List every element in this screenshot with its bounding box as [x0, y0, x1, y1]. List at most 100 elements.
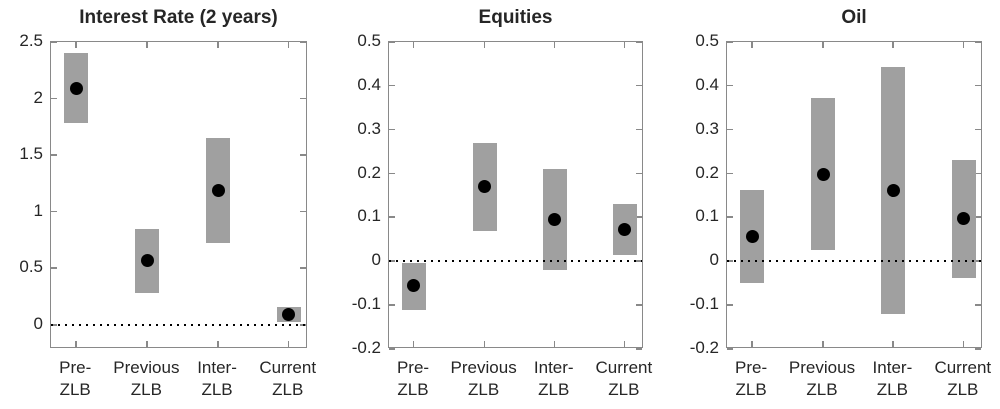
- x-tick-label-line2: ZLB: [59, 380, 91, 399]
- y-tick-label: 0.5: [695, 31, 719, 50]
- point-estimate-marker: [478, 180, 492, 194]
- chart-title: Oil: [841, 7, 867, 28]
- y-tick-label: 2.5: [19, 31, 43, 50]
- zero-reference-line: [727, 260, 981, 263]
- y-tick-label: 0.2: [357, 162, 381, 182]
- x-tick-label-line2: ZLB: [397, 380, 429, 399]
- y-axis-tick: [727, 216, 733, 218]
- y-tick-label: -0.1: [351, 294, 381, 314]
- y-tick-label: 0.1: [695, 206, 719, 226]
- x-axis-tick: [412, 341, 415, 347]
- x-axis-tick-mirror: [751, 42, 753, 48]
- y-axis-tick-mirror: [636, 172, 642, 175]
- point-estimate-marker: [745, 229, 759, 243]
- y-axis-tick: [727, 172, 733, 175]
- x-axis-tick-mirror: [287, 42, 290, 48]
- y-tick-label: 1.5: [19, 144, 43, 164]
- y-tick-label: 0.3: [357, 118, 381, 138]
- x-tick-label-line2: ZLB: [608, 380, 640, 399]
- x-tick-label-line2: ZLB: [876, 380, 908, 399]
- y-axis-tick-mirror: [975, 216, 981, 218]
- y-axis-tick-mirror: [975, 304, 981, 306]
- y-axis-tick-mirror: [636, 348, 642, 350]
- point-estimate-marker: [548, 213, 562, 227]
- point-estimate-marker: [816, 167, 830, 181]
- x-axis-tick: [751, 341, 753, 347]
- y-axis-tick: [51, 154, 57, 156]
- x-axis-tick-mirror: [623, 42, 626, 48]
- zero-reference-line: [51, 324, 306, 326]
- x-tick-label-line2: ZLB: [272, 380, 304, 399]
- y-axis-tick: [51, 267, 57, 269]
- y-axis-tick-mirror: [975, 41, 981, 43]
- x-tick-label: Pre- ZLB: [696, 357, 806, 401]
- panel-equities: Equities -0.2 -0.1 0 0.1 0.2 0.3 0.4 0.5 Pre- ZLB…: [352, 0, 653, 409]
- panel-interest-rate-2-years: Interest Rate (2 years) 0 0.5 1 1.5 2 2.5 Pre-…: [19, 0, 316, 409]
- y-tick-label: 0.5: [357, 31, 381, 50]
- y-tick-label: 0.2: [695, 162, 719, 182]
- y-axis-tick: [727, 348, 733, 350]
- y-tick-label: 0: [33, 314, 43, 333]
- y-axis-tick-mirror: [975, 128, 981, 131]
- y-axis-tick-mirror: [636, 128, 642, 131]
- x-tick-label-line2: ZLB: [735, 380, 767, 399]
- x-axis-tick: [217, 341, 219, 347]
- x-tick-label-line1: Current: [595, 358, 653, 377]
- x-tick-label-line1: Pre-: [59, 358, 92, 377]
- point-estimate-marker: [282, 307, 296, 321]
- y-axis-tick: [51, 210, 57, 213]
- x-axis-tick: [146, 341, 148, 347]
- x-tick-label-line1: Inter-: [533, 358, 574, 377]
- y-axis-tick: [389, 172, 395, 175]
- x-tick-label-line2: ZLB: [806, 380, 838, 399]
- x-tick-label-line1: Previous: [788, 358, 856, 377]
- point-estimate-marker: [211, 183, 225, 197]
- y-axis-tick: [389, 84, 395, 87]
- y-axis-tick: [51, 41, 57, 43]
- x-axis-tick-mirror: [412, 42, 415, 48]
- x-tick-label: Previous ZLB: [429, 357, 539, 401]
- y-tick-label: 0: [371, 250, 381, 270]
- y-tick-label: -0.2: [351, 338, 381, 357]
- y-tick-label: 0.4: [695, 74, 719, 94]
- x-tick-label-line1: Inter-: [197, 358, 237, 377]
- x-axis-tick: [287, 341, 290, 347]
- zero-reference-line: [389, 260, 642, 263]
- x-tick-label: Previous ZLB: [767, 357, 877, 401]
- y-axis-tick-mirror: [636, 41, 642, 43]
- y-axis-tick-mirror: [636, 304, 642, 306]
- x-tick-label-line1: Pre-: [396, 358, 430, 377]
- y-axis-tick-mirror: [636, 216, 642, 218]
- point-estimate-marker: [69, 81, 83, 95]
- x-axis-tick-mirror: [892, 42, 894, 48]
- axes-box: [726, 41, 982, 350]
- x-tick-label: Current ZLB: [908, 357, 1000, 401]
- x-axis-tick-mirror: [483, 42, 486, 48]
- y-axis-tick-mirror: [636, 84, 642, 87]
- point-estimate-marker: [407, 278, 421, 292]
- y-tick-label: 0.4: [357, 74, 381, 94]
- x-axis-tick: [75, 341, 77, 347]
- x-tick-label: Inter- ZLB: [837, 357, 947, 401]
- point-estimate-marker: [957, 211, 971, 225]
- y-axis-tick: [389, 304, 395, 306]
- y-axis-tick: [727, 128, 733, 131]
- y-axis-tick: [727, 84, 733, 87]
- y-axis-tick-mirror: [975, 84, 981, 87]
- y-axis-tick: [51, 97, 57, 100]
- panel-oil: Oil -0.2 -0.1 0 0.1 0.2 0.3 0.4 0.5 Pre- ZLB Previ…: [690, 0, 991, 409]
- y-axis-tick: [389, 216, 395, 218]
- x-axis-tick: [892, 341, 894, 347]
- x-tick-label-line2: ZLB: [468, 380, 500, 399]
- y-tick-label: -0.1: [689, 294, 719, 314]
- x-axis-tick-mirror: [822, 42, 824, 48]
- y-axis-tick: [389, 41, 395, 43]
- y-axis-tick-mirror: [975, 172, 981, 175]
- x-tick-label-line1: Current: [259, 358, 317, 377]
- y-tick-label: 1: [33, 200, 43, 220]
- x-tick-label: Inter- ZLB: [162, 357, 272, 401]
- y-tick-label: 0.3: [695, 118, 719, 138]
- point-estimate-marker: [618, 223, 632, 237]
- y-axis-tick-mirror: [300, 41, 306, 43]
